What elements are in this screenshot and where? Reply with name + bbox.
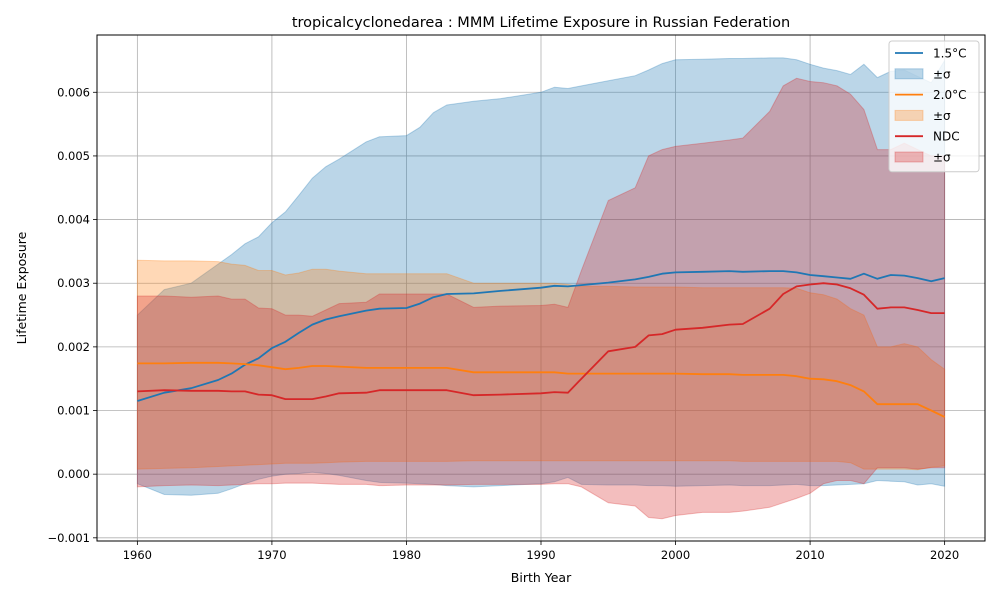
- legend-band-swatch: [894, 151, 924, 163]
- band-2: [136, 259, 946, 471]
- grid: [97, 35, 985, 541]
- y-tick-label: −0.001: [47, 531, 90, 545]
- x-tick-label: 2020: [930, 548, 959, 562]
- legend-band-swatch: [894, 68, 924, 80]
- x-tick-label: 1970: [257, 548, 286, 562]
- band-1: [136, 57, 946, 496]
- bands: [136, 57, 946, 520]
- chart-title: tropicalcyclonedarea : MMM Lifetime Expo…: [292, 15, 790, 31]
- series-line-3: [137, 282, 945, 401]
- y-axis: −0.001 0.000 0.001 0.002 0.003 0.004 0.005 0.00…: [47, 85, 97, 545]
- y-tick-label: 0.004: [57, 213, 90, 227]
- legend-label: NDC: [933, 130, 960, 144]
- series-line-2: [137, 361, 945, 418]
- legend: 1.5°C ±σ 2.0°C ±σ NDC ±σ: [888, 40, 980, 173]
- band-3: [136, 77, 946, 520]
- x-axis: 1960 1970 1980 1990 2000 2010 2020: [123, 541, 959, 562]
- x-tick-label: 1990: [526, 548, 555, 562]
- y-tick-label: 0.002: [57, 340, 90, 354]
- series-line-1: [137, 270, 945, 402]
- y-tick-label: 0.005: [57, 149, 90, 163]
- x-tick-label: 1980: [392, 548, 421, 562]
- legend-band-label: ±σ: [933, 67, 951, 81]
- x-tick-label: 1960: [123, 548, 152, 562]
- y-tick-label: 0.001: [57, 404, 90, 418]
- series-lines: [137, 270, 945, 418]
- y-tick-label: 0.006: [57, 85, 90, 99]
- x-tick-label: 2000: [661, 548, 690, 562]
- legend-band-swatch: [894, 109, 924, 121]
- legend-band-label: ±σ: [933, 109, 951, 123]
- y-tick-label: 0.003: [57, 276, 90, 290]
- legend-label: 2.0°C: [933, 88, 966, 102]
- y-axis-label: Lifetime Exposure: [14, 231, 29, 344]
- legend-box: [888, 40, 980, 173]
- x-axis-label: Birth Year: [511, 570, 572, 585]
- legend-band-label: ±σ: [933, 151, 951, 165]
- legend-label: 1.5°C: [933, 47, 966, 61]
- y-tick-label: 0.000: [57, 467, 90, 481]
- x-tick-label: 2010: [795, 548, 824, 562]
